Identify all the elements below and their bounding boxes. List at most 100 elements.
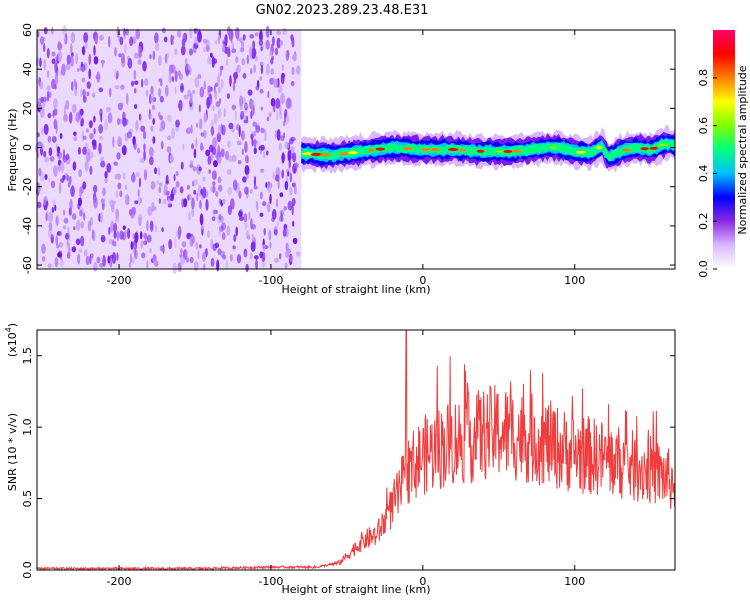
noise-blob	[50, 234, 55, 244]
noise-blob	[217, 107, 222, 119]
noise-blob	[44, 28, 49, 34]
noise-blob	[134, 200, 139, 205]
noise-blob	[71, 184, 74, 196]
spectrogram-noise-region	[34, 25, 302, 275]
x-tick-label: -100	[258, 274, 283, 287]
noise-blob	[54, 204, 57, 212]
noise-blob	[279, 192, 284, 198]
noise-blob	[199, 118, 203, 130]
noise-blob	[134, 249, 138, 260]
ridge-peak	[575, 150, 586, 154]
colorbar-label: Normalized spectral amplitude	[736, 65, 749, 234]
noise-blob	[53, 165, 58, 177]
noise-blob	[188, 211, 191, 221]
noise-blob	[259, 168, 265, 173]
ridge-peak	[640, 147, 649, 151]
noise-blob	[269, 193, 272, 204]
noise-blob	[232, 245, 237, 250]
noise-blob	[292, 220, 295, 227]
noise-blob	[227, 186, 232, 196]
spectrogram-frame	[36, 29, 676, 270]
noise-blob	[192, 166, 197, 172]
noise-blob	[271, 36, 275, 46]
noise-blob	[87, 148, 91, 155]
noise-blob	[188, 48, 194, 56]
noise-blob	[289, 254, 294, 262]
noise-blob	[112, 136, 115, 148]
noise-blob	[212, 185, 216, 194]
noise-blob	[212, 105, 215, 112]
noise-blob	[281, 152, 285, 164]
noise-blob	[75, 53, 79, 65]
noise-blob	[276, 110, 279, 121]
noise-blob	[278, 252, 282, 260]
noise-blob	[245, 230, 250, 239]
noise-blob	[158, 167, 161, 176]
noise-blob	[107, 112, 113, 124]
noise-blob	[41, 100, 46, 109]
noise-blob	[222, 43, 226, 52]
noise-blob	[236, 140, 242, 146]
noise-blob	[47, 91, 52, 98]
noise-blob	[197, 73, 202, 79]
noise-blob	[203, 80, 207, 90]
noise-blob	[38, 167, 42, 177]
noise-blob	[223, 108, 226, 117]
noise-blob	[210, 125, 215, 137]
noise-blob	[270, 58, 274, 65]
snr-series-line	[36, 329, 676, 572]
noise-blob	[213, 113, 218, 125]
noise-blob	[36, 201, 42, 209]
noise-blob	[253, 175, 256, 187]
noise-blob	[250, 241, 256, 252]
noise-blob	[145, 234, 148, 245]
noise-blob	[277, 84, 283, 94]
noise-blob	[133, 141, 137, 150]
noise-blob	[80, 235, 85, 247]
noise-blob	[146, 260, 149, 270]
snr-y-tick-label: 1.0	[21, 418, 34, 436]
noise-blob	[81, 46, 85, 55]
noise-blob	[260, 106, 263, 111]
noise-blob	[164, 85, 169, 97]
noise-blob	[41, 127, 44, 136]
noise-blob	[114, 216, 120, 223]
noise-blob	[209, 93, 212, 100]
snr-x-tick-label: -100	[258, 575, 283, 588]
noise-blob	[260, 144, 265, 151]
noise-blob	[177, 262, 182, 272]
noise-blob	[235, 27, 240, 39]
noise-blob	[59, 132, 63, 139]
noise-blob	[75, 81, 78, 90]
noise-blob	[207, 56, 212, 65]
noise-blob	[160, 140, 164, 150]
noise-blob	[61, 63, 66, 76]
noise-blob	[235, 226, 238, 237]
noise-blob	[284, 262, 288, 270]
noise-blob	[80, 87, 83, 98]
noise-blob	[72, 161, 77, 171]
colorbar-tick-label: 0.8	[697, 69, 710, 87]
noise-blob	[114, 47, 118, 57]
noise-blob	[175, 180, 180, 188]
noise-blob	[98, 87, 104, 93]
noise-blob	[93, 261, 98, 272]
noise-blob	[39, 36, 44, 45]
noise-blob	[278, 142, 283, 151]
noise-blob	[217, 154, 222, 164]
noise-blob	[117, 135, 122, 146]
noise-blob	[143, 169, 148, 181]
noise-blob	[158, 55, 162, 66]
noise-blob	[167, 114, 172, 123]
noise-blob	[135, 119, 139, 132]
noise-blob	[243, 102, 249, 114]
noise-blob	[73, 131, 77, 136]
noise-blob	[149, 247, 152, 254]
noise-blob	[210, 119, 214, 127]
noise-blob	[51, 51, 56, 57]
noise-blob	[128, 262, 132, 269]
noise-blob	[193, 260, 199, 272]
noise-blob	[284, 113, 287, 123]
noise-blob	[41, 255, 46, 262]
noise-blob	[182, 143, 185, 151]
